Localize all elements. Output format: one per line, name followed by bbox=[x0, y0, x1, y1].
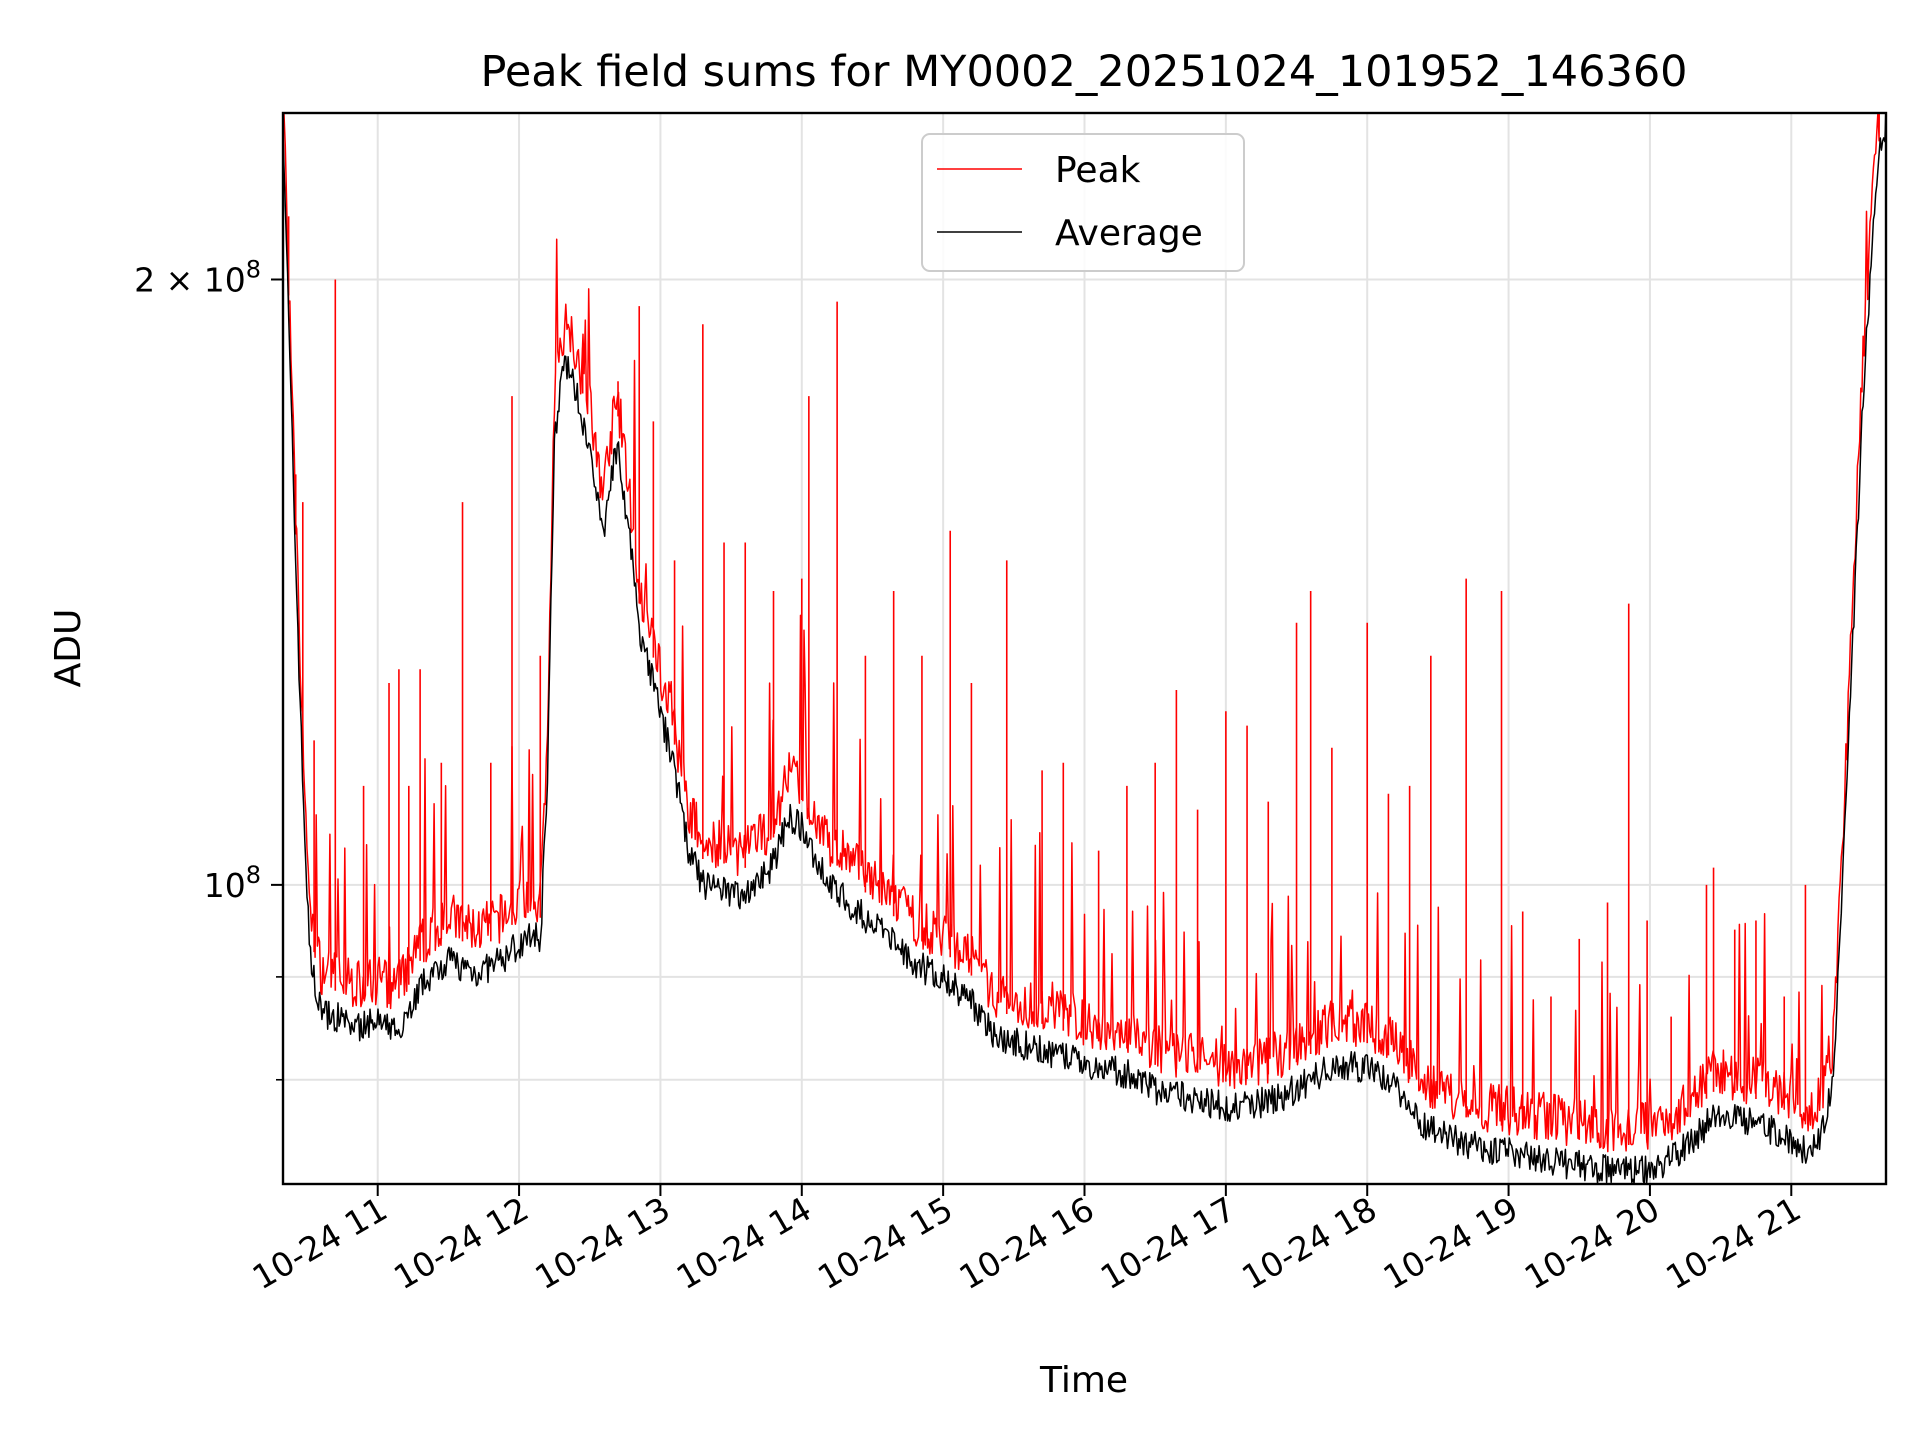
legend-label-peak: Peak bbox=[1055, 150, 1141, 191]
legend-label-average: Average bbox=[1055, 213, 1203, 254]
plot-series bbox=[283, 113, 1886, 1184]
series-line-average bbox=[283, 113, 1886, 1184]
y-axis-label: ADU bbox=[48, 609, 89, 688]
y-tick-label: 2 × 108 bbox=[134, 255, 261, 299]
x-axis-label: Time bbox=[1039, 1360, 1128, 1401]
y-tick-label: 108 bbox=[204, 861, 261, 905]
legend: Peak Average bbox=[921, 133, 1245, 272]
y-axis: 108 2 × 108 bbox=[134, 255, 283, 1081]
chart-title: Peak field sums for MY0002_20251024_1019… bbox=[480, 47, 1687, 97]
